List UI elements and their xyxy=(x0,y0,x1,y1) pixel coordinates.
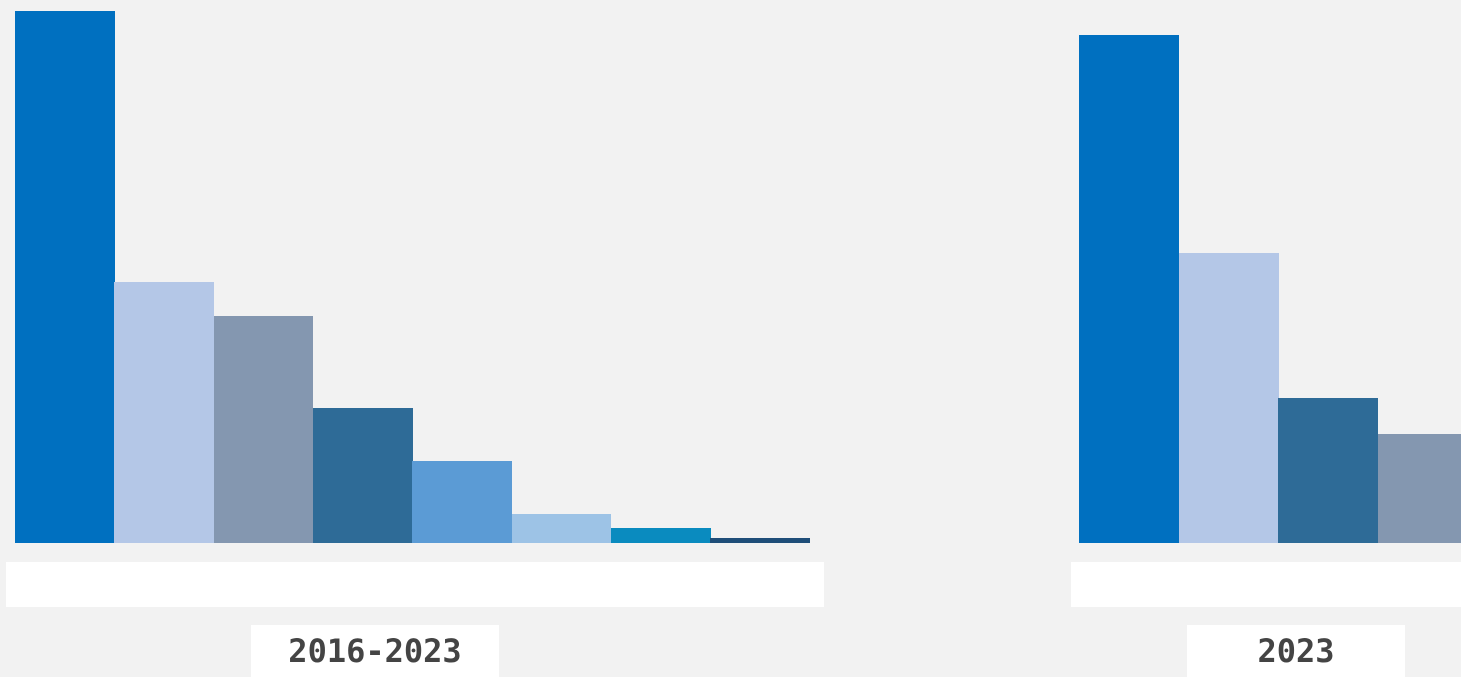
bar-2016-2023-4 xyxy=(313,408,413,543)
value-label-strip-2016-2023 xyxy=(6,562,824,607)
bar-2016-2023-2 xyxy=(114,282,214,543)
bar-2016-2023-6 xyxy=(512,514,612,543)
chart-caption: 2023 xyxy=(1187,625,1405,677)
bar-2016-2023-8 xyxy=(710,538,810,543)
chart-caption: 2016-2023 xyxy=(251,625,499,677)
bar-2023-1 xyxy=(1079,35,1179,543)
caption-box-2016-2023: 2016-2023 xyxy=(251,625,499,677)
value-label-strip-2023 xyxy=(1071,562,1461,607)
bar-2023-4 xyxy=(1378,434,1461,543)
bar-2016-2023-7 xyxy=(611,528,711,543)
bar-2016-2023-1 xyxy=(15,11,115,543)
bar-2016-2023-3 xyxy=(214,316,314,543)
bar-2016-2023-5 xyxy=(412,461,512,543)
bar-2023-3 xyxy=(1278,398,1378,543)
caption-box-2023: 2023 xyxy=(1187,625,1405,677)
bar-2023-2 xyxy=(1179,253,1279,543)
